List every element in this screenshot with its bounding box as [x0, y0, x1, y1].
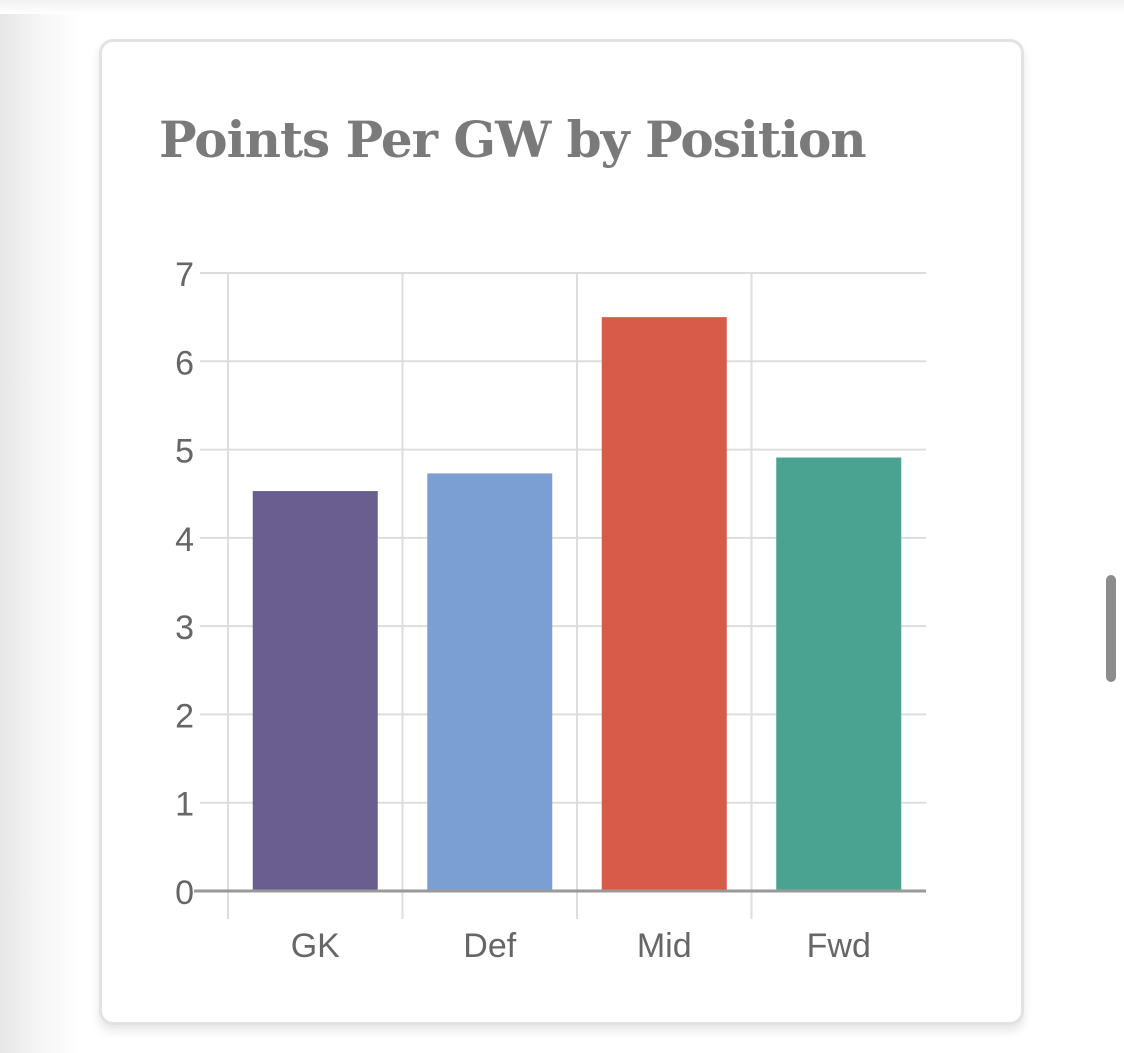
bar-gk	[252, 491, 378, 891]
y-tick-label: 2	[175, 697, 194, 735]
bar-fwd	[776, 457, 902, 891]
y-tick-label: 1	[175, 786, 194, 824]
x-tick-label: GK	[291, 927, 340, 965]
bar-def	[427, 473, 553, 891]
y-tick-label: 3	[175, 609, 194, 647]
chart-title: Points Per GW by Position	[159, 110, 867, 169]
chart-card: Points Per GW by Position 0 1 2 3 4 5 6 7 GK Def M…	[99, 39, 1024, 1025]
top-strip	[0, 0, 1124, 14]
y-tick-label: 6	[175, 344, 194, 382]
y-tick-label: 0	[175, 874, 194, 912]
y-tick-label: 7	[175, 256, 194, 294]
bar-chart: 0 1 2 3 4 5 6 7 GK Def Mid Fwd	[175, 256, 926, 965]
x-tick-label: Mid	[637, 927, 692, 965]
y-tick-label: 5	[175, 433, 194, 471]
y-tick-label: 4	[175, 521, 194, 559]
scrollbar-thumb[interactable]	[1106, 575, 1116, 682]
x-tick-label: Def	[463, 927, 516, 965]
bar-mid	[601, 317, 727, 892]
x-tick-label: Fwd	[807, 927, 871, 965]
